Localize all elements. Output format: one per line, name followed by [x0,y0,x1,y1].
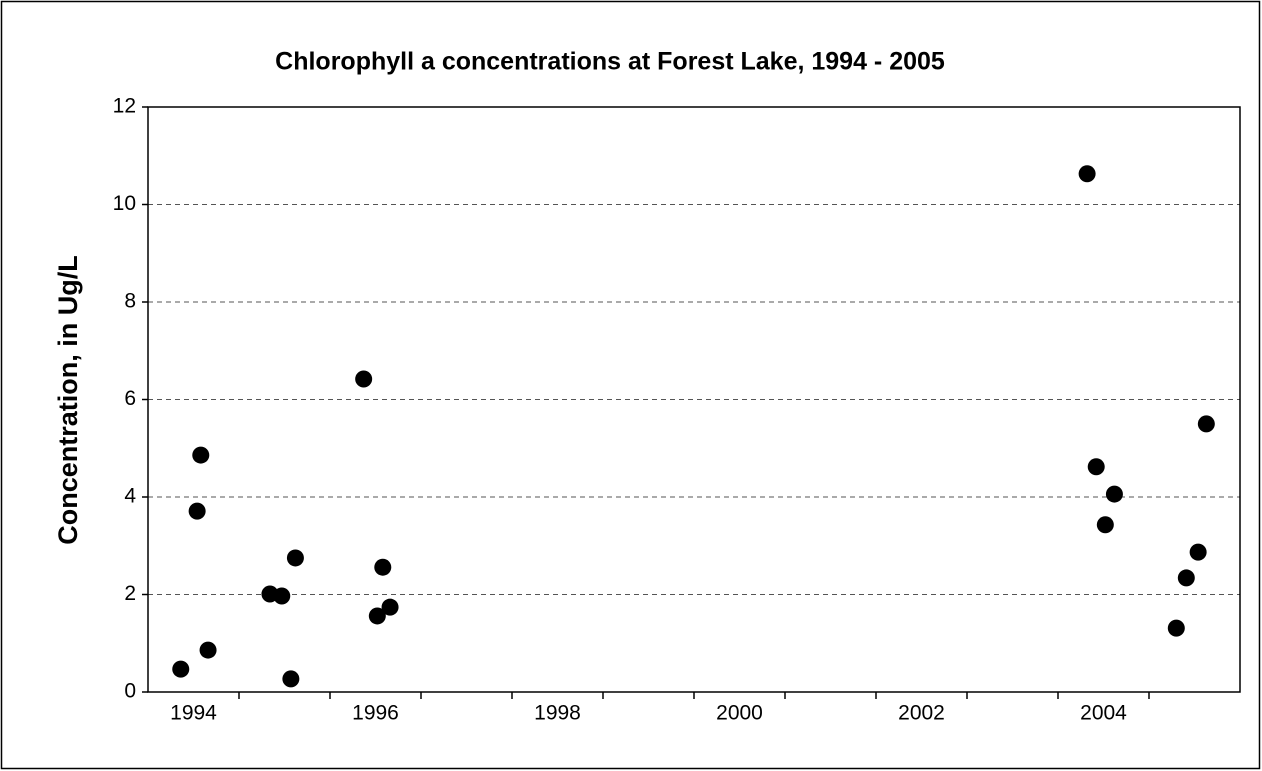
y-tick-label: 2 [124,582,136,605]
data-point [188,502,206,520]
chart-title: Chlorophyll a concentrations at Forest L… [275,48,945,76]
y-axis-label: Concentration, in Ug/L [53,255,83,545]
data-point [1087,458,1105,476]
data-point [172,660,190,678]
data-point [199,641,217,659]
data-point [282,670,300,688]
y-tick-label: 12 [113,95,136,118]
data-point [1096,516,1114,534]
x-tick-label: 1998 [534,702,581,725]
data-point [1177,569,1195,587]
data-point [1189,543,1207,561]
y-tick-label: 8 [124,290,136,313]
y-tick-label: 0 [124,680,136,703]
data-point [1167,619,1185,637]
plot-area [147,106,1241,693]
data-point [368,607,386,625]
y-tick-label: 10 [113,192,136,215]
x-tick-label: 2002 [898,702,945,725]
x-tick-label: 1994 [170,702,217,725]
data-point [1197,415,1215,433]
data-point [192,446,210,464]
x-tick-label: 1996 [352,702,399,725]
data-point [1078,165,1096,183]
data-point [355,370,373,388]
x-tick-label: 2000 [716,702,763,725]
data-point [273,587,291,605]
y-tick-label: 4 [124,485,136,508]
data-point [1105,485,1123,503]
data-point [374,558,392,576]
y-tick-label: 6 [124,387,136,410]
data-point [286,549,304,567]
data-point [381,598,399,616]
x-tick-label: 2004 [1080,702,1127,725]
